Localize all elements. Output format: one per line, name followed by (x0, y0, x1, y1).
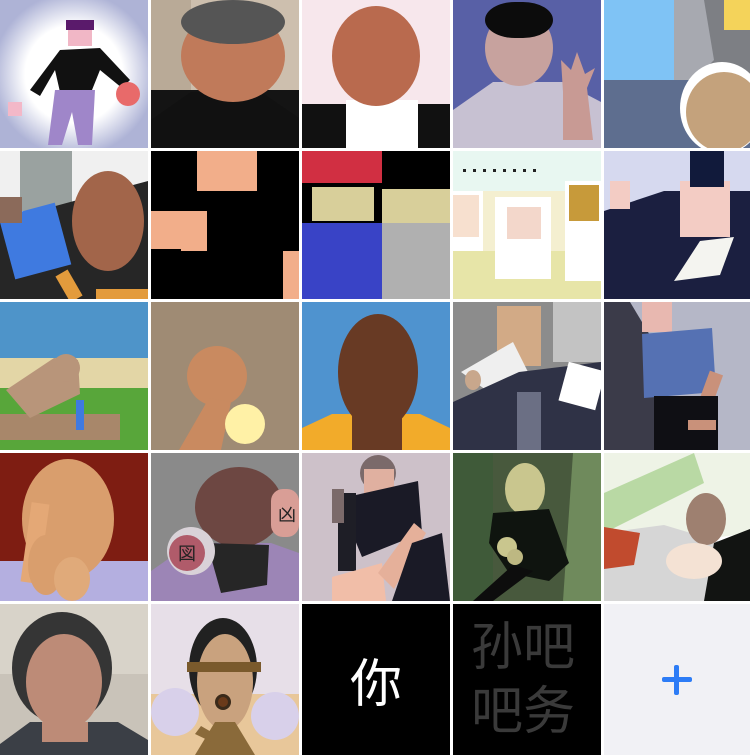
photo-thumbnail (0, 453, 148, 601)
photo-thumbnail (151, 302, 299, 450)
plus-icon (662, 664, 692, 695)
photo-thumbnail (453, 453, 601, 601)
photo-thumbnail (302, 302, 450, 450)
photo-thumbnail (604, 151, 750, 299)
photo-thumbnail (453, 302, 601, 450)
photo-thumbnail (453, 151, 601, 299)
photo-thumbnail (604, 0, 750, 148)
photo-tile[interactable] (151, 151, 299, 299)
photo-thumbnail (453, 0, 601, 148)
tile-caption: 你 (349, 655, 402, 715)
photo-tile[interactable] (302, 151, 450, 299)
photo-tile[interactable] (0, 151, 148, 299)
text-image-tile[interactable]: 你 (302, 604, 450, 755)
photo-thumbnail (302, 151, 450, 299)
photo-tile[interactable]: 図 凶 (151, 453, 299, 601)
photo-tile[interactable] (453, 453, 601, 601)
photo-thumbnail (302, 0, 450, 148)
photo-tile[interactable] (604, 453, 750, 601)
photo-thumbnail (0, 302, 148, 450)
photo-tile[interactable] (604, 0, 750, 148)
add-photo-button[interactable] (604, 604, 750, 755)
photo-tile[interactable] (0, 604, 148, 755)
photo-tile[interactable] (0, 302, 148, 450)
photo-tile[interactable] (302, 302, 450, 450)
photo-tile[interactable] (604, 151, 750, 299)
photo-thumbnail (0, 151, 148, 299)
svg-text:凶: 凶 (278, 505, 296, 526)
photo-thumbnail (0, 604, 148, 755)
photo-tile[interactable] (604, 302, 750, 450)
photo-tile[interactable] (302, 453, 450, 601)
photo-tile[interactable] (453, 302, 601, 450)
photo-tile[interactable] (302, 0, 450, 148)
photo-tile[interactable] (453, 151, 601, 299)
photo-tile[interactable] (151, 302, 299, 450)
svg-text:図: 図 (178, 544, 196, 565)
photo-tile[interactable] (0, 0, 148, 148)
photo-tile[interactable] (0, 453, 148, 601)
photo-thumbnail (151, 604, 299, 755)
photo-thumbnail: 図 凶 (151, 453, 299, 601)
tile-caption: 孙吧 吧务 (471, 618, 576, 742)
photo-thumbnail (604, 302, 750, 450)
text-image-tile[interactable]: 孙吧 吧务 (453, 604, 601, 755)
photo-thumbnail (151, 151, 299, 299)
photo-thumbnail (0, 0, 148, 148)
photo-tile[interactable] (151, 604, 299, 755)
photo-tile[interactable] (151, 0, 299, 148)
photo-thumbnail (604, 453, 750, 601)
photo-thumbnail (151, 0, 299, 148)
photo-tile[interactable] (453, 0, 601, 148)
photo-thumbnail (302, 453, 450, 601)
